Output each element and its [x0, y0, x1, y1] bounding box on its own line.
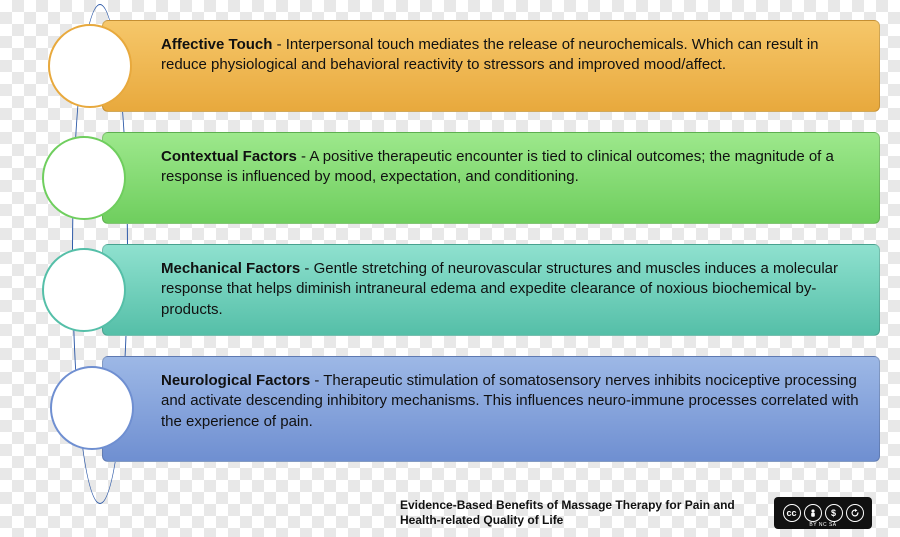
footer-caption: Evidence-Based Benefits of Massage Thera…: [400, 498, 760, 528]
factor-title: Mechanical Factors: [161, 260, 300, 277]
separator: -: [310, 372, 323, 389]
factor-row: Mechanical Factors - Gentle stretching o…: [30, 244, 880, 336]
factor-title: Neurological Factors: [161, 372, 310, 389]
sa-icon: [846, 504, 864, 522]
cc-icon: cc: [783, 504, 801, 522]
cc-subtext: BY NC SA: [774, 522, 872, 528]
bullet-circle: [42, 248, 126, 332]
bullet-circle: [42, 136, 126, 220]
separator: -: [272, 36, 285, 53]
factor-bar: Contextual Factors - A positive therapeu…: [102, 132, 880, 224]
footer: Evidence-Based Benefits of Massage Thera…: [400, 497, 872, 529]
infographic-stage: Affective Touch - Interpersonal touch me…: [30, 8, 880, 528]
factor-row: Neurological Factors - Therapeutic stimu…: [30, 356, 880, 462]
factor-bar: Neurological Factors - Therapeutic stimu…: [102, 356, 880, 462]
factor-bar: Affective Touch - Interpersonal touch me…: [102, 20, 880, 112]
factor-row: Affective Touch - Interpersonal touch me…: [30, 20, 880, 112]
bullet-circle: [50, 366, 134, 450]
factor-title: Affective Touch: [161, 36, 272, 53]
factor-row: Contextual Factors - A positive therapeu…: [30, 132, 880, 224]
separator: -: [297, 148, 310, 165]
cc-license-badge: cc $ BY NC SA: [774, 497, 872, 529]
bullet-circle: [48, 24, 132, 108]
factor-title: Contextual Factors: [161, 148, 297, 165]
separator: -: [300, 260, 313, 277]
nc-icon: $: [825, 504, 843, 522]
by-icon: [804, 504, 822, 522]
factor-bar: Mechanical Factors - Gentle stretching o…: [102, 244, 880, 336]
